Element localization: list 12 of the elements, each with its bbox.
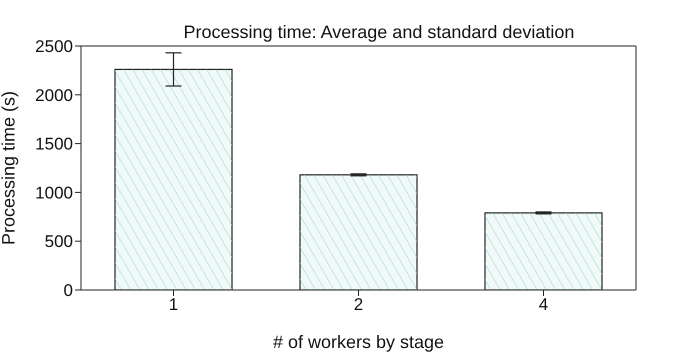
- y-tick-label: 0: [64, 281, 73, 300]
- y-axis-title: Processing time (s): [0, 90, 18, 246]
- x-tick-label: 1: [168, 295, 178, 314]
- y-tick-label: 2500: [35, 37, 73, 56]
- y-tick-label: 500: [44, 232, 73, 252]
- chart-title: Processing time: Average and standard deviation: [184, 22, 574, 42]
- x-tick-label: 2: [354, 295, 364, 314]
- y-tick-label: 2000: [35, 86, 73, 105]
- y-tick-label: 1500: [35, 134, 73, 154]
- x-tick-label: 4: [538, 295, 548, 314]
- y-tick-label: 1000: [35, 183, 73, 202]
- x-axis-title: # of workers by stage: [272, 332, 444, 352]
